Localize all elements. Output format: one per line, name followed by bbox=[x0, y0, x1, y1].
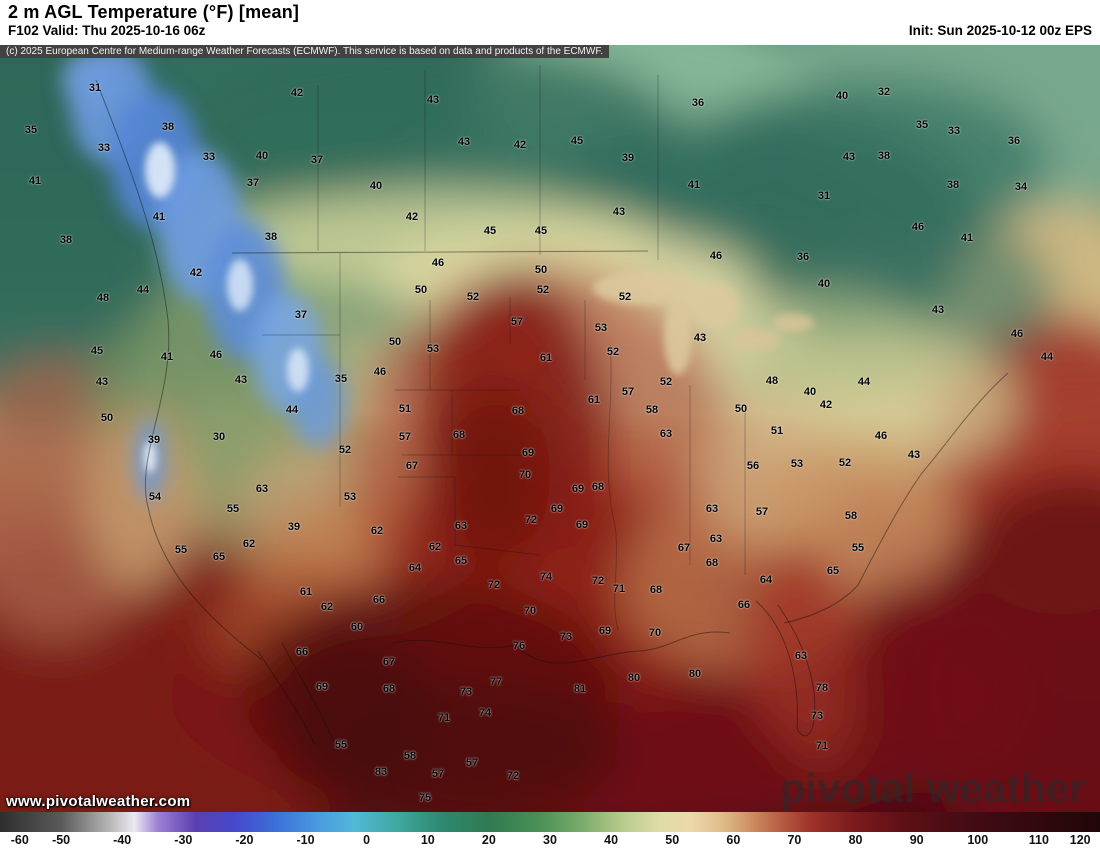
colorbar-tick-label: 90 bbox=[909, 833, 924, 847]
colorbar-tick-label: 20 bbox=[481, 833, 496, 847]
colorbar-tick-label: 40 bbox=[604, 833, 619, 847]
colorbar-tick-label: 10 bbox=[420, 833, 435, 847]
temperature-field-svg bbox=[0, 45, 1100, 812]
brand-watermark: pivotal weather bbox=[780, 765, 1086, 811]
colorbar-tick-label: 80 bbox=[848, 833, 863, 847]
colorbar-tick-label: 30 bbox=[543, 833, 557, 847]
colorbar-tick-label: -30 bbox=[174, 833, 193, 847]
colorbar-tick-label: 70 bbox=[787, 833, 802, 847]
init-time: Init: Sun 2025-10-12 00z EPS bbox=[908, 23, 1092, 38]
regional-temperature-blobs bbox=[0, 45, 1100, 812]
colorbar-tick-row: -60 -50 -40 -30 -20 -10 0 10 20 30 40 50 60 70 80 90 100… bbox=[0, 832, 1100, 850]
colorbar-tick-label: 100 bbox=[967, 833, 989, 847]
state-province-lines bbox=[262, 65, 746, 631]
map-borders bbox=[95, 79, 1009, 752]
map-title: 2 m AGL Temperature (°F) [mean] bbox=[8, 2, 300, 22]
colorbar-tick-label: 120 bbox=[1069, 833, 1091, 847]
colorbar-tick-label: -20 bbox=[235, 833, 254, 847]
title-bar: 2 m AGL Temperature (°F) [mean] F102 Val… bbox=[0, 0, 1100, 45]
snow-cores-and-lakes bbox=[144, 142, 814, 473]
site-watermark: www.pivotalweather.com bbox=[6, 793, 191, 810]
colorbar-gradient bbox=[0, 812, 1100, 832]
map-area: (c) 2025 European Centre for Medium-rang… bbox=[0, 45, 1100, 812]
colorbar-tick-label: -60 bbox=[10, 833, 29, 847]
colorbar-tick-label: -50 bbox=[52, 833, 71, 847]
colorbar-tick-label: -40 bbox=[113, 833, 132, 847]
colorbar-tick-label: 60 bbox=[726, 833, 741, 847]
colorbar: -60 -50 -40 -30 -20 -10 0 10 20 30 40 50 60 70 80 90 100… bbox=[0, 812, 1100, 850]
colorbar-tick-label: 110 bbox=[1028, 833, 1049, 847]
colorbar-tick-label: 50 bbox=[665, 833, 680, 847]
valid-time: F102 Valid: Thu 2025-10-16 06z bbox=[8, 23, 206, 38]
colorbar-tick-label: 0 bbox=[363, 833, 371, 847]
colorbar-tick-label: -10 bbox=[296, 833, 315, 847]
copyright-bar: (c) 2025 European Centre for Medium-rang… bbox=[0, 45, 610, 58]
